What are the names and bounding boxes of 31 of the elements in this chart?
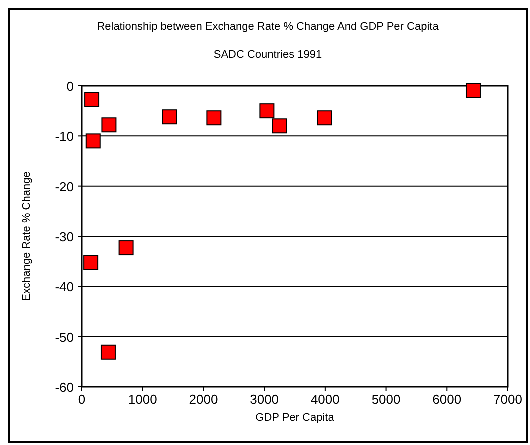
x-tick-label: 6000 [432,392,462,407]
x-tick-label: 4000 [310,392,340,407]
x-tick-label: 1000 [128,392,158,407]
point [102,118,117,133]
y-tick-label: -50 [55,330,74,345]
y-tick-label: -10 [55,129,74,144]
point [84,255,99,270]
point [84,92,100,108]
point [206,110,222,126]
x-tick-label: 7000 [494,392,522,407]
point [317,110,332,126]
y-tick-label: -20 [55,179,74,194]
y-tick-label: -40 [55,280,74,295]
y-tick-label: -60 [55,380,74,395]
y-tick-label: -30 [55,230,74,244]
x-axis-title: GDP Per Capita [256,412,336,424]
y-tick-label: 0 [66,79,74,94]
point [86,134,101,149]
point [118,240,134,256]
x-tick-label: 2000 [189,392,218,407]
y-axis-title: Exchange Rate % Change [21,172,33,302]
point [100,344,116,360]
point [260,104,275,119]
point [162,110,178,125]
x-tick-label: 3000 [250,392,280,407]
chart-title: Relationship between Exchange Rate % Change And GDP Per Capita [97,21,440,33]
x-tick-label: 5000 [372,392,401,407]
x-tick-label: 0 [78,392,86,407]
point [466,83,481,98]
chart-subtitle: SADC Countries 1991 [214,49,322,61]
point [272,118,288,134]
